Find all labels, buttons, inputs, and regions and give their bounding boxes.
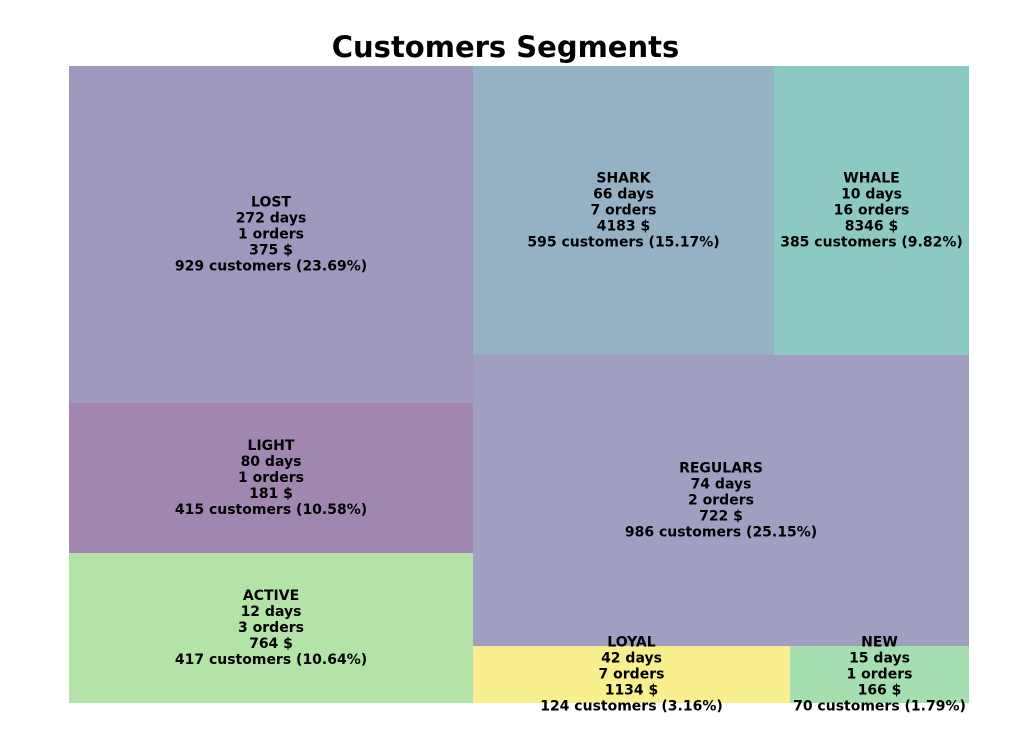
- segment-new-amount-label: 166 $: [858, 683, 902, 699]
- segment-loyal-orders-label: 7 orders: [599, 667, 665, 683]
- segment-active-customers-label: 417 customers (10.64%): [175, 652, 367, 668]
- segment-new-days-label: 15 days: [849, 651, 910, 667]
- segment-lost: [69, 66, 473, 403]
- segment-active-name-label: ACTIVE: [243, 588, 299, 604]
- segment-shark: [473, 66, 774, 355]
- segment-lost-name-label: LOST: [251, 195, 291, 211]
- segment-whale-orders-label: 16 orders: [834, 203, 910, 219]
- segment-shark-name-label: SHARK: [596, 171, 651, 187]
- segment-whale-customers-label: 385 customers (9.82%): [780, 235, 963, 251]
- segment-lost-days-label: 272 days: [236, 211, 307, 227]
- segment-whale-days-label: 10 days: [841, 187, 902, 203]
- chart-title: Customers Segments: [331, 30, 680, 64]
- segment-new-name-label: NEW: [861, 635, 898, 651]
- segment-shark-customers-label: 595 customers (15.17%): [527, 235, 719, 251]
- segment-light: [69, 403, 473, 553]
- segment-loyal: [473, 646, 790, 703]
- segment-light-orders-label: 1 orders: [238, 470, 304, 486]
- segment-shark-amount-label: 4183 $: [597, 219, 651, 235]
- segment-light-customers-label: 415 customers (10.58%): [175, 502, 367, 518]
- segment-lost-customers-label: 929 customers (23.69%): [175, 259, 367, 275]
- segment-regulars-customers-label: 986 customers (25.15%): [625, 525, 817, 541]
- segment-regulars-orders-label: 2 orders: [688, 493, 754, 509]
- segment-active-amount-label: 764 $: [249, 636, 293, 652]
- segment-lost-amount-label: 375 $: [249, 243, 293, 259]
- segment-lost-orders-label: 1 orders: [238, 227, 304, 243]
- segment-light-amount-label: 181 $: [249, 486, 293, 502]
- segment-loyal-days-label: 42 days: [601, 651, 662, 667]
- segment-regulars-days-label: 74 days: [691, 477, 752, 493]
- segment-loyal-amount-label: 1134 $: [605, 683, 659, 699]
- segment-loyal-customers-label: 124 customers (3.16%): [540, 699, 723, 715]
- segment-regulars-name-label: REGULARS: [679, 461, 763, 477]
- segment-active: [69, 553, 473, 703]
- segment-shark-orders-label: 7 orders: [591, 203, 657, 219]
- segment-light-name-label: LIGHT: [248, 438, 295, 454]
- segment-regulars: [473, 355, 969, 646]
- segment-new-customers-label: 70 customers (1.79%): [793, 699, 966, 715]
- segment-new: [790, 646, 969, 703]
- segment-shark-days-label: 66 days: [593, 187, 654, 203]
- segment-whale-name-label: WHALE: [843, 171, 899, 187]
- segment-active-days-label: 12 days: [241, 604, 302, 620]
- segment-regulars-amount-label: 722 $: [699, 509, 743, 525]
- segment-loyal-name-label: LOYAL: [607, 635, 655, 651]
- segment-active-orders-label: 3 orders: [238, 620, 304, 636]
- segment-light-days-label: 80 days: [241, 454, 302, 470]
- segment-new-orders-label: 1 orders: [847, 667, 913, 683]
- segment-whale-amount-label: 8346 $: [845, 219, 899, 235]
- segment-whale: [774, 66, 969, 355]
